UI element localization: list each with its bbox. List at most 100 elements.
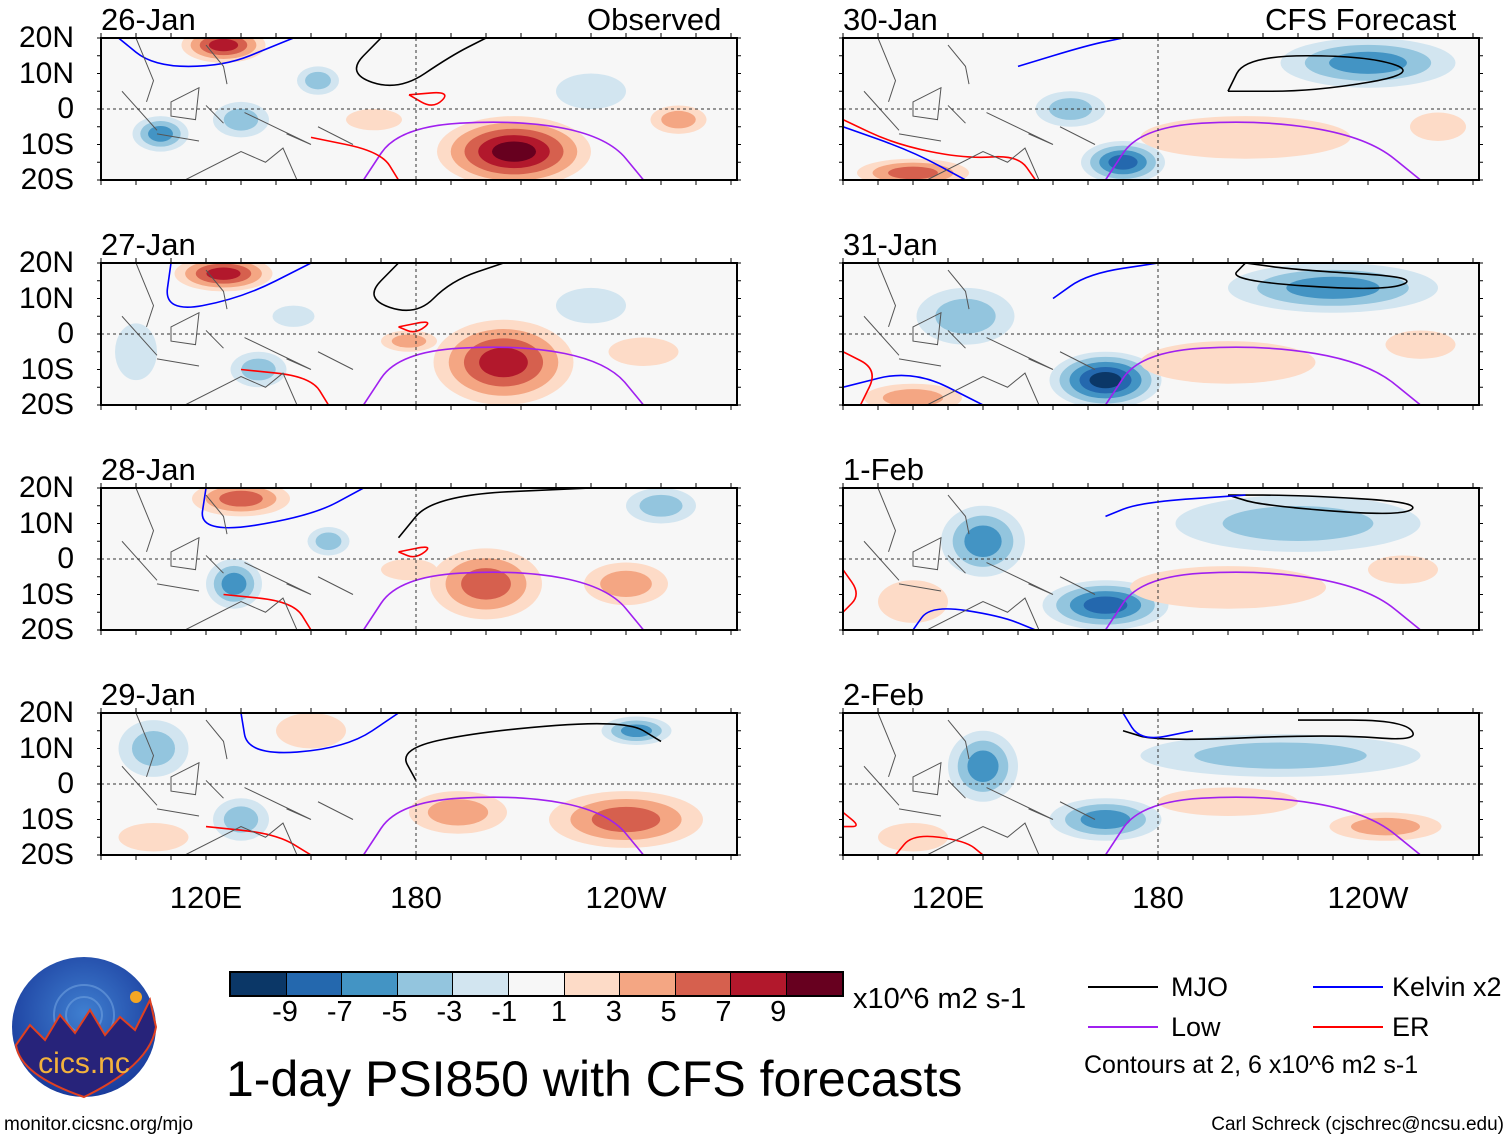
observed-label: Observed (587, 2, 722, 37)
anomaly-blob-2-level-3 (591, 806, 661, 833)
anomaly-blob-0-level-3 (219, 490, 263, 507)
footer-credit: Carl Schreck (cjschrec@ncsu.edu) (1211, 1114, 1504, 1135)
colorbar-tick-label: -5 (381, 996, 408, 1028)
anomaly-blob-1-level-4 (479, 347, 528, 378)
coastline (121, 488, 354, 630)
anomaly-blob-5-level-1 (1385, 330, 1456, 359)
anomaly-blob-2-level-3 (888, 166, 938, 180)
anomaly-blob-6-level-1 (346, 109, 402, 131)
contour-line (240, 713, 399, 754)
anomaly-blob-3-level-1 (1130, 566, 1326, 609)
colorbar-units: x10^6 m2 s-1 (853, 983, 1027, 1015)
contour-line (1227, 54, 1404, 93)
panel-date-label: 30-Jan (843, 2, 938, 37)
x-tick-label: 120W (1327, 880, 1409, 915)
anomaly-blob-4-level-1 (1158, 787, 1298, 816)
anomaly-blob-4-level-2 (1048, 98, 1093, 120)
anomaly-blob-2-level-2 (600, 570, 652, 597)
footer-url: monitor.cicsnc.org/mjo (4, 1114, 194, 1135)
colorbar-tick-label: 3 (605, 996, 622, 1028)
contour-line (398, 321, 429, 333)
panel-date-label: 27-Jan (101, 227, 196, 262)
anomaly-blob-1-level-2 (427, 799, 489, 826)
contour-line (201, 488, 364, 529)
coastline (121, 263, 354, 405)
contour-note: Contours at 2, 6 x10^6 m2 s-1 (1084, 1051, 1419, 1079)
contour-line (240, 368, 330, 405)
legend-label-kelvin: Kelvin x2 (1392, 972, 1502, 1002)
anomaly-blob-0-level-2 (1222, 506, 1374, 541)
anomaly-blob-1-level-3 (1080, 810, 1131, 829)
anomaly-blob-1-level-4 (1108, 154, 1138, 170)
y-tick-label: 10N (18, 731, 74, 765)
panel-date-label: 1-Feb (843, 452, 924, 487)
anomaly-blob-0-level-2 (131, 731, 176, 766)
colorbar-tick-label: -1 (491, 996, 518, 1028)
contour-line (843, 351, 873, 405)
anomaly-blob-1-level-3 (461, 568, 511, 600)
contour-line (362, 571, 645, 630)
anomaly-blob-2-level-1 (115, 323, 157, 381)
y-tick-label: 10S (20, 352, 74, 386)
coastline (121, 38, 354, 180)
colorbar-tick-label: 1 (550, 996, 568, 1028)
colorbar-swatch (731, 973, 787, 995)
anomaly-blob-5-level-1 (1410, 112, 1466, 141)
anomaly-blob-2-level-3 (148, 125, 173, 142)
map-panel-31-jan (839, 258, 1483, 410)
anomaly-blob-4-level-1 (1140, 341, 1316, 384)
colorbar-tick-label: -9 (272, 996, 298, 1028)
legend-line-mjo (1088, 986, 1158, 988)
anomaly-blob-4-level-2 (315, 532, 342, 550)
contour-line (1104, 346, 1422, 405)
contour-line (408, 91, 446, 106)
coastline (863, 263, 1096, 405)
colorbar-swatch (620, 973, 676, 995)
panel-date-label: 26-Jan (101, 2, 196, 37)
contour-line (362, 346, 645, 405)
y-tick-label: 20N (18, 246, 74, 279)
cics-logo: cics.nc (12, 957, 158, 1099)
anomaly-blob-1-level-5 (1089, 372, 1122, 389)
anomaly-blob-6-level-1 (118, 823, 189, 852)
contour-line (1235, 263, 1408, 290)
contour-line (1104, 571, 1422, 630)
contour-line (117, 38, 294, 68)
x-tick-label: 120E (169, 880, 243, 915)
anomaly-blob-2-level-3 (967, 750, 999, 783)
colorbar (229, 971, 844, 997)
legend-label-low: Low (1171, 1012, 1221, 1042)
y-tick-label: 0 (57, 92, 74, 125)
x-tick-label: 120W (585, 880, 667, 915)
map-panel-27-jan (97, 258, 741, 410)
x-tick-label: 180 (390, 880, 442, 915)
colorbar-swatch (453, 973, 509, 995)
coastline (863, 488, 1096, 630)
anomaly-blob-4-level-2 (223, 108, 259, 131)
anomaly-blob-3-level-1 (1140, 116, 1351, 159)
anomaly-blob-4-level-3 (620, 724, 653, 738)
legend-line-er (1313, 1026, 1383, 1028)
y-tick-label: 10N (18, 281, 74, 315)
anomaly-blob-1-level-4 (1083, 596, 1128, 614)
colorbar-swatch (508, 973, 565, 995)
map-panel-30-jan (839, 33, 1483, 185)
forecast-label: CFS Forecast (1265, 2, 1457, 37)
map-panel-1-feb (839, 483, 1483, 635)
anomaly-blob-7-level-1 (556, 73, 626, 109)
map-panel-26-jan (97, 33, 741, 185)
contour-line (1105, 494, 1246, 518)
logo-text: cics.nc (38, 1047, 130, 1080)
anomaly-blob-3-level-2 (882, 389, 944, 405)
colorbar-tick-label: 9 (770, 996, 787, 1028)
contour-line (373, 263, 504, 312)
contour-line (355, 38, 487, 87)
contour-line (310, 136, 400, 180)
map-panel-2-feb (839, 708, 1483, 860)
map-panel-28-jan (97, 483, 741, 635)
contour-line (843, 374, 984, 405)
y-tick-label: 20S (20, 838, 74, 871)
anomaly-blob-5-level-2 (391, 334, 427, 348)
anomaly-blob-5-level-2 (639, 494, 683, 517)
